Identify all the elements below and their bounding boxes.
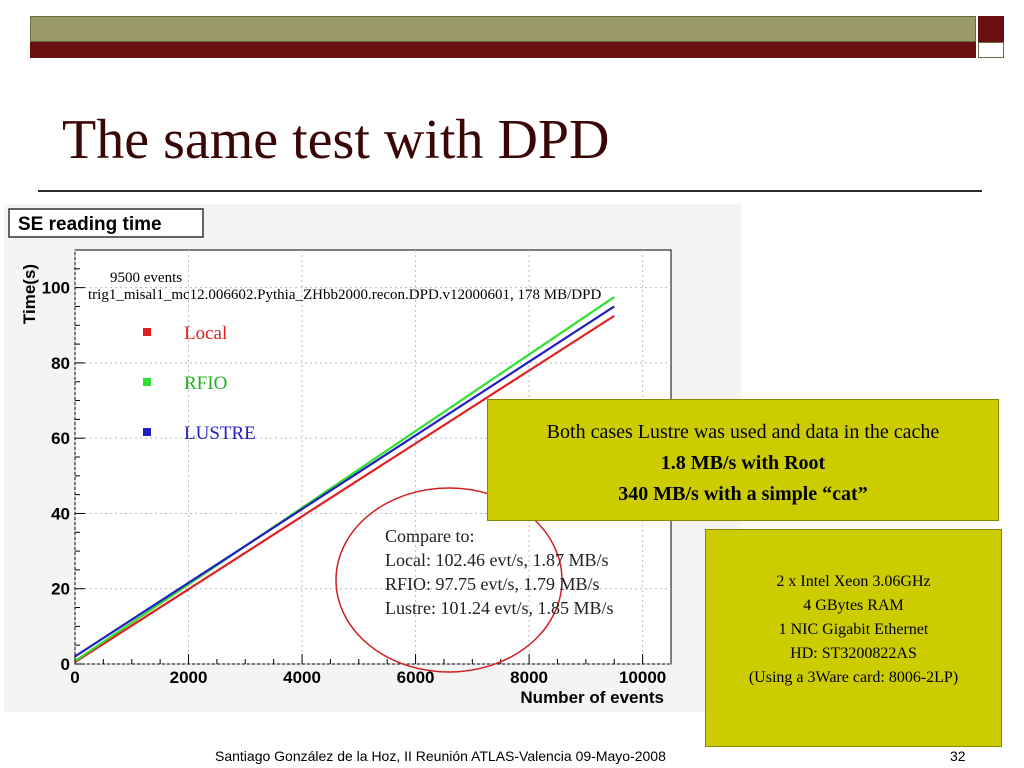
y-tick-label: 100: [42, 279, 70, 298]
chart-legend: Local RFIO LUSTRE: [143, 323, 256, 444]
y-tick-label: 40: [51, 504, 70, 523]
legend-marker: [143, 378, 151, 386]
y-tick-label: 60: [51, 429, 70, 448]
compare-lustre: Lustre: 101.24 evt/s, 1.85 MB/s: [385, 598, 614, 618]
x-axis-label: Number of events: [520, 688, 664, 707]
dataset-annotation: trig1_misal1_mc12.006602.Pythia_ZHbb2000…: [88, 287, 601, 303]
legend-label: LUSTRE: [184, 423, 256, 444]
legend-label: Local: [184, 323, 227, 344]
x-tick-label: 4000: [283, 668, 321, 687]
series-line-rfio: [74, 296, 615, 662]
header-olive-band: [30, 16, 976, 42]
hardware-note-box: 2 x Intel Xeon 3.06GHz 4 GBytes RAM 1 NI…: [705, 529, 1002, 747]
slide-footer: Santiago González de la Hoz, II Reunión …: [215, 748, 666, 764]
events-annotation: 9500 events: [110, 270, 182, 286]
hardware-disk: HD: ST3200822AS: [790, 645, 917, 662]
slide-title: The same test with DPD: [62, 109, 610, 171]
compare-rfio: RFIO: 97.75 evt/s, 1.79 MB/s: [385, 574, 600, 594]
page-number: 32: [950, 748, 966, 764]
header-corner-square-outline: [978, 42, 1004, 58]
hardware-cpu: 2 x Intel Xeon 3.06GHz: [776, 573, 931, 590]
chart-title-box: SE reading time: [8, 208, 204, 238]
compare-local: Local: 102.46 evt/s, 1.87 MB/s: [385, 550, 609, 570]
y-tick-label: 80: [51, 354, 70, 373]
title-divider: [38, 190, 982, 192]
series-layer: [74, 296, 615, 664]
header-maroon-band: [30, 42, 976, 58]
root-rate-line: 1.8 MB/s with Root: [660, 452, 826, 474]
axis-ticks: 0 2000 4000 6000 8000 10000 0 20 40 60 80 100: [42, 268, 666, 687]
series-line-local: [74, 314, 615, 664]
cat-rate-line: 340 MB/s with a simple “cat”: [618, 483, 868, 505]
header-corner-square: [978, 16, 1004, 42]
y-tick-label: 20: [51, 580, 70, 599]
series-line-lustre: [74, 305, 615, 658]
highlight-circle: [335, 487, 563, 673]
x-tick-label: 10000: [619, 668, 666, 687]
chart-title: SE reading time: [18, 214, 162, 235]
legend-marker: [143, 328, 151, 336]
header-decoration-bar: [30, 16, 976, 58]
cache-note-box: Both cases Lustre was used and data in t…: [487, 399, 999, 521]
compare-header: Compare to:: [385, 526, 474, 546]
legend-marker: [143, 428, 151, 436]
x-tick-label: 2000: [170, 668, 208, 687]
hardware-raid-card: (Using a 3Ware card: 8006-2LP): [748, 669, 959, 686]
legend-label: RFIO: [184, 373, 227, 394]
x-tick-label: 8000: [510, 668, 548, 687]
hardware-ram: 4 GBytes RAM: [803, 597, 904, 614]
x-tick-label: 0: [70, 668, 79, 687]
y-axis-label: Time(s): [20, 264, 39, 324]
cache-note-line: Both cases Lustre was used and data in t…: [546, 421, 940, 443]
hardware-nic: 1 NIC Gigabit Ethernet: [778, 621, 929, 638]
x-tick-label: 6000: [397, 668, 435, 687]
y-tick-label: 0: [61, 655, 70, 674]
